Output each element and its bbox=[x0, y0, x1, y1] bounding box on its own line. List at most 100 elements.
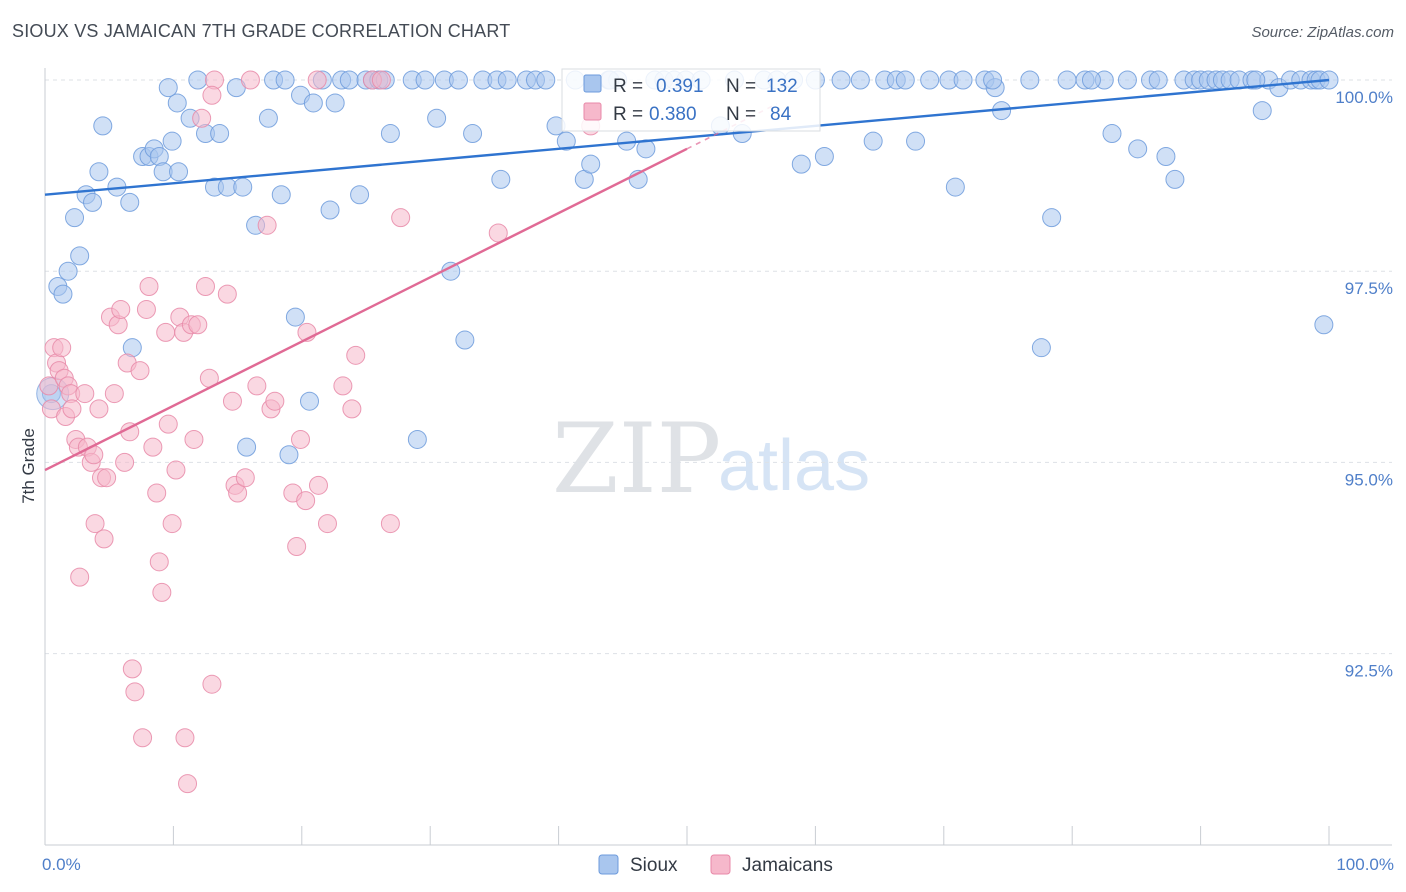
sioux-point bbox=[920, 70, 940, 90]
jamaicans-points bbox=[39, 70, 601, 794]
series-legend: Sioux Jamaicans bbox=[598, 854, 833, 876]
sioux-point bbox=[463, 124, 483, 144]
jamaicans-point bbox=[115, 452, 135, 472]
sioux-point bbox=[300, 391, 320, 411]
jamaicans-point bbox=[240, 70, 260, 90]
jamaicans-point bbox=[291, 429, 311, 449]
jamaicans-point bbox=[202, 85, 222, 105]
legend-swatch-jamaicans bbox=[583, 102, 602, 121]
sioux-point bbox=[536, 70, 556, 90]
sioux-point bbox=[320, 200, 340, 220]
sioux-point bbox=[1314, 315, 1334, 335]
sioux-point bbox=[167, 93, 187, 113]
jamaicans-point bbox=[217, 284, 237, 304]
jamaicans-point bbox=[75, 384, 95, 404]
jamaicans-point bbox=[371, 70, 391, 90]
jamaicans-trend-line bbox=[44, 147, 688, 472]
y-tick-label: 97.5% bbox=[1345, 279, 1393, 298]
sioux-point bbox=[556, 131, 576, 151]
x-tick-label: 0.0% bbox=[42, 855, 81, 874]
legend-n-value-jamaicans: 84 bbox=[770, 104, 792, 125]
watermark: ZIP atlas bbox=[552, 403, 870, 515]
sioux-point bbox=[1057, 70, 1077, 90]
y-tick-labels: 100.0% 97.5% 95.0% 92.5% bbox=[1335, 88, 1393, 681]
jamaicans-point bbox=[143, 437, 163, 457]
jamaicans-point bbox=[184, 429, 204, 449]
jamaicans-point bbox=[228, 483, 248, 503]
legend-n-label-jamaicans: N = bbox=[726, 104, 756, 125]
sioux-point bbox=[497, 70, 517, 90]
jamaicans-point bbox=[149, 552, 169, 572]
sioux-point bbox=[945, 177, 965, 197]
sioux-point bbox=[1165, 169, 1185, 189]
jamaicans-point bbox=[136, 299, 156, 319]
jamaicans-point bbox=[380, 514, 400, 534]
sioux-point bbox=[1102, 124, 1122, 144]
jamaicans-point bbox=[139, 276, 159, 296]
jamaicans-point bbox=[111, 299, 131, 319]
series-legend-swatch-jamaicans bbox=[710, 854, 731, 875]
sioux-point bbox=[1117, 70, 1137, 90]
sioux-point bbox=[162, 131, 182, 151]
sioux-point bbox=[65, 208, 85, 228]
sioux-point bbox=[814, 146, 834, 166]
jamaicans-point bbox=[104, 384, 124, 404]
sioux-point bbox=[850, 70, 870, 90]
legend-r-value-jamaicans: 0.380 bbox=[649, 104, 697, 125]
jamaicans-point bbox=[85, 514, 105, 534]
sioux-point bbox=[70, 246, 90, 266]
grid-lines bbox=[45, 79, 1392, 655]
legend-swatch-sioux bbox=[583, 74, 602, 93]
sioux-point bbox=[1156, 146, 1176, 166]
jamaicans-point bbox=[175, 728, 195, 748]
sioux-point bbox=[258, 108, 278, 128]
jamaicans-point bbox=[333, 376, 353, 396]
jamaicans-point bbox=[52, 338, 72, 358]
watermark-zip: ZIP bbox=[552, 403, 721, 515]
jamaicans-point bbox=[97, 468, 117, 488]
jamaicans-point bbox=[287, 537, 307, 557]
y-axis-label: 7th Grade bbox=[19, 428, 38, 504]
sioux-point bbox=[1128, 139, 1148, 159]
sioux-point bbox=[93, 116, 113, 136]
sioux-point bbox=[1031, 338, 1051, 358]
y-tick-label: 95.0% bbox=[1345, 470, 1393, 489]
legend-n-value-sioux: 132 bbox=[766, 76, 798, 97]
jamaicans-point bbox=[222, 391, 242, 411]
jamaicans-point bbox=[89, 399, 109, 419]
sioux-point bbox=[455, 330, 475, 350]
jamaicans-point bbox=[202, 674, 222, 694]
x-tick-labels: 0.0% 100.0% bbox=[42, 855, 1394, 874]
jamaicans-point bbox=[257, 215, 277, 235]
sioux-trend-line bbox=[44, 78, 1330, 196]
sioux-point bbox=[303, 93, 323, 113]
sioux-point bbox=[350, 185, 370, 205]
sioux-point bbox=[791, 154, 811, 174]
sioux-point bbox=[953, 70, 973, 90]
sioux-point bbox=[1148, 70, 1168, 90]
jamaicans-point bbox=[70, 567, 90, 587]
sioux-point bbox=[427, 108, 447, 128]
sioux-point bbox=[1020, 70, 1040, 90]
jamaicans-point bbox=[156, 322, 176, 342]
jamaicans-point bbox=[308, 475, 328, 495]
jamaicans-point bbox=[188, 315, 208, 335]
jamaicans-point bbox=[133, 728, 153, 748]
legend-r-label-jamaicans: R = bbox=[613, 104, 643, 125]
correlation-legend: R = 0.391 N = 132 R = 0.380 N = 84 bbox=[561, 68, 821, 132]
sioux-point bbox=[285, 307, 305, 327]
jamaicans-point bbox=[247, 376, 267, 396]
jamaicans-point bbox=[317, 514, 337, 534]
jamaicans-point bbox=[196, 276, 215, 296]
sioux-point bbox=[89, 162, 109, 182]
sioux-point bbox=[58, 261, 78, 281]
sioux-point bbox=[448, 70, 468, 90]
jamaicans-point bbox=[162, 514, 182, 534]
axes bbox=[44, 68, 1392, 846]
jamaicans-point bbox=[235, 468, 255, 488]
sioux-point bbox=[325, 93, 345, 113]
jamaicans-point bbox=[346, 345, 366, 365]
sioux-point bbox=[53, 284, 73, 304]
sioux-point bbox=[279, 445, 299, 465]
sioux-point bbox=[863, 131, 883, 151]
